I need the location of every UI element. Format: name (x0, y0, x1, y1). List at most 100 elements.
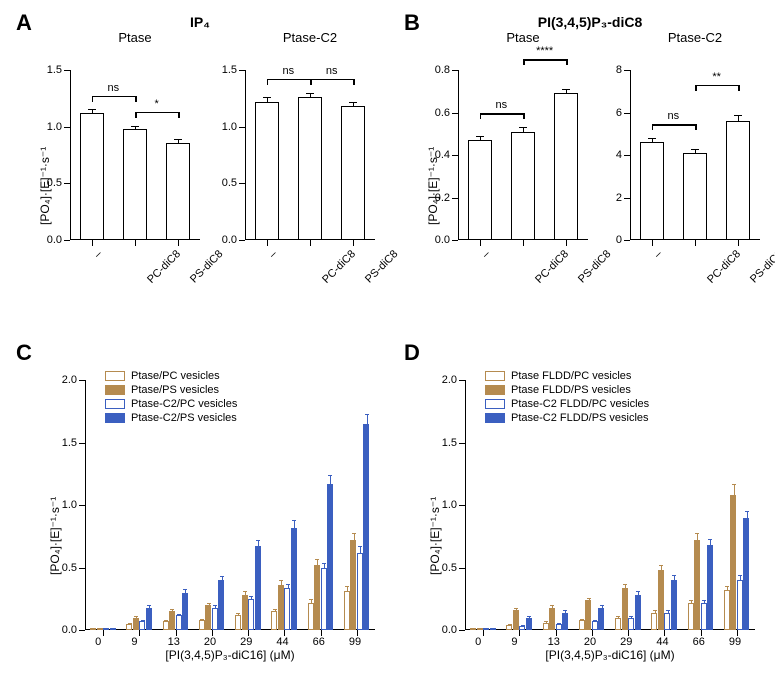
bar (176, 615, 182, 630)
ytick-label: 1.0 (62, 499, 85, 511)
xtick-label: PS-diC8 (576, 248, 613, 285)
xtick-label: – (651, 248, 664, 261)
ytick-label: 4 (616, 149, 630, 161)
bar (688, 603, 694, 631)
bar (506, 625, 512, 630)
bar (182, 593, 188, 631)
ytick-label: 0.0 (435, 234, 458, 246)
sig-label: * (145, 98, 169, 110)
xtick-label: – (479, 248, 492, 261)
ytick-label: 1.0 (442, 499, 465, 511)
ytick-label: 1.0 (47, 121, 70, 133)
panel-d-legend: Ptase FLDD/PC vesiclesPtase FLDD/PS vesi… (485, 370, 649, 426)
bar (308, 603, 314, 631)
bar (701, 603, 707, 631)
bar (344, 591, 350, 630)
ytick-label: 6 (616, 107, 630, 119)
xtick-label: 99 (349, 636, 361, 648)
sig-label: ns (276, 65, 300, 77)
bar (526, 618, 532, 631)
xtick-label: 66 (313, 636, 325, 648)
sig-label: ns (661, 110, 685, 122)
bar (579, 620, 585, 630)
legend-item: Ptase-C2 FLDD/PC vesicles (485, 398, 649, 410)
ytick-label: 0.6 (435, 107, 458, 119)
xtick-label: 99 (729, 636, 741, 648)
panel-d-ylabel: [PO₄]·[E]⁻¹·s⁻¹ (428, 435, 442, 575)
bar (166, 143, 190, 240)
bar (271, 611, 277, 630)
sig-label: ns (320, 65, 344, 77)
ytick-label: 1.5 (62, 437, 85, 449)
xtick-label: 29 (240, 636, 252, 648)
bar (163, 621, 169, 630)
bar (694, 540, 700, 630)
xtick-label: PS-diC8 (363, 248, 400, 285)
ytick-label: 0.5 (47, 177, 70, 189)
bar (146, 608, 152, 631)
xtick-label: 29 (620, 636, 632, 648)
bar (205, 605, 211, 630)
bar (549, 608, 555, 631)
ytick-label: 0.0 (222, 234, 245, 246)
xtick-label: – (266, 248, 279, 261)
bar (90, 628, 96, 630)
ytick-label: 8 (616, 64, 630, 76)
bar (468, 140, 492, 240)
ytick-label: 0.0 (442, 624, 465, 636)
bar (248, 599, 254, 630)
xtick-label: – (91, 248, 104, 261)
panel-c-ylabel: [PO₄]·[E]⁻¹·s⁻¹ (48, 435, 62, 575)
xtick-label: 9 (511, 636, 517, 648)
bar (110, 628, 116, 630)
bar (199, 620, 205, 630)
xtick-label: 0 (95, 636, 101, 648)
bar (683, 153, 707, 240)
bar (511, 132, 535, 240)
xtick-label: PC-diC8 (145, 248, 183, 286)
bar (212, 608, 218, 631)
bar (327, 484, 333, 630)
ytick-label: 2 (616, 192, 630, 204)
panel-b-sub1: Ptase (458, 30, 588, 45)
bar (291, 528, 297, 631)
xtick-label: 9 (131, 636, 137, 648)
bar (743, 518, 749, 631)
bar (255, 546, 261, 630)
sig-label: ns (489, 99, 513, 111)
bar (622, 588, 628, 631)
panel-b-chart-2: Ptase-C2 02468–PC-diC8PS-diC8ns** (630, 70, 760, 240)
bar (350, 540, 356, 630)
bar (218, 580, 224, 630)
sig-label: **** (533, 45, 557, 57)
ytick-label: 0.4 (435, 149, 458, 161)
ytick-label: 1.5 (442, 437, 465, 449)
legend-item: Ptase/PS vesicles (105, 384, 237, 396)
bar (615, 618, 621, 631)
bar (737, 580, 743, 630)
bar (671, 580, 677, 630)
ytick-label: 0.8 (435, 64, 458, 76)
bar (707, 545, 713, 630)
bar (470, 628, 476, 630)
xtick-label: PS-diC8 (748, 248, 775, 285)
xtick-label: PC-diC8 (320, 248, 358, 286)
bar (126, 624, 132, 630)
panel-c-legend: Ptase/PC vesiclesPtase/PS vesiclesPtase-… (105, 370, 237, 426)
bar (477, 628, 483, 630)
bar (592, 621, 598, 630)
ytick-label: 0.2 (435, 192, 458, 204)
xtick-label: PS-diC8 (188, 248, 225, 285)
ytick-label: 0.5 (222, 177, 245, 189)
panel-c-xlabel: [PI(3,4,5)P₃-diC16] (μM) (85, 648, 375, 662)
bar (490, 628, 496, 630)
figure-root: A IP₄ Ptase [PO₄]·[E]⁻¹·s⁻¹ 0.00.51.01.5… (10, 10, 765, 686)
ytick-label: 0.0 (62, 624, 85, 636)
panel-d-xlabel: [PI(3,4,5)P₃-diC16] (μM) (465, 648, 755, 662)
ytick-label: 1.0 (222, 121, 245, 133)
panel-b-sub2: Ptase-C2 (630, 30, 760, 45)
bar (724, 590, 730, 630)
bar (133, 618, 139, 631)
panel-b-title: PI(3,4,5)P₃-diC8 (500, 14, 680, 30)
xtick-label: 20 (584, 636, 596, 648)
